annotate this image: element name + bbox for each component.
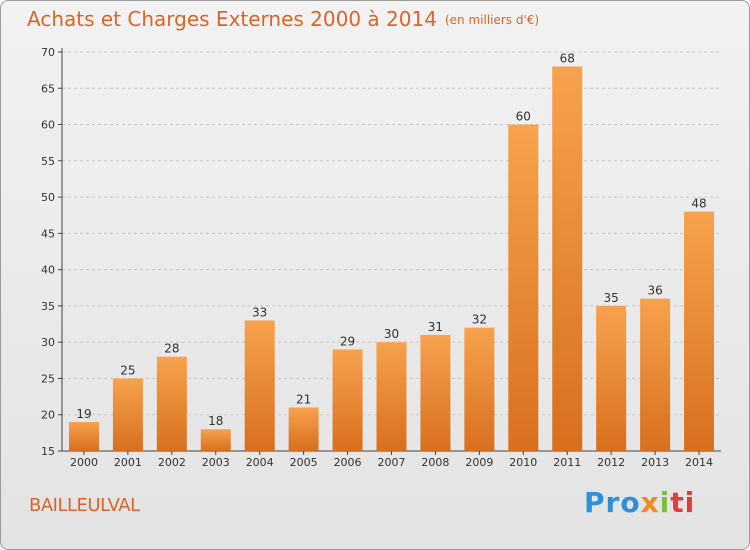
x-tick-label: 2003 <box>202 456 230 469</box>
data-label: 21 <box>296 392 311 406</box>
y-tick-label: 40 <box>41 264 55 277</box>
data-label: 68 <box>560 52 575 66</box>
bar <box>156 356 187 451</box>
data-label: 35 <box>604 291 619 305</box>
x-tick-label: 2008 <box>421 456 449 469</box>
proxiti-logo[interactable]: Proxiti <box>584 486 695 519</box>
chart-title: Achats et Charges Externes 2000 à 2014 (e… <box>27 7 539 31</box>
bar <box>596 305 627 451</box>
x-tick-label: 2001 <box>114 456 142 469</box>
x-tick-label: 2002 <box>158 456 186 469</box>
x-tick-label: 2010 <box>509 456 537 469</box>
y-tick-label: 20 <box>41 409 55 422</box>
location-label: BAILLEULVAL <box>29 495 140 516</box>
y-tick-label: 30 <box>41 336 55 349</box>
y-tick-label: 45 <box>41 227 55 240</box>
bar <box>68 421 99 451</box>
logo-part-1: Pro <box>584 486 641 519</box>
data-label: 25 <box>120 363 135 377</box>
y-tick-label: 55 <box>41 155 55 168</box>
y-tick-label: 60 <box>41 119 55 132</box>
bar <box>376 342 407 451</box>
logo-part-2: x <box>640 486 660 519</box>
bar <box>684 211 715 451</box>
bar <box>508 124 539 451</box>
data-label: 19 <box>76 407 91 421</box>
x-tick-label: 2004 <box>246 456 274 469</box>
logo-part-4: ti <box>670 486 696 519</box>
y-tick-label: 35 <box>41 300 55 313</box>
data-label: 29 <box>340 334 355 348</box>
data-label: 18 <box>208 414 223 428</box>
data-label: 36 <box>647 284 662 298</box>
x-tick-label: 2014 <box>685 456 713 469</box>
labels: 19 2000 25 2001 28 2002 18 2003 33 2004 21 2005 29 20… <box>70 52 713 469</box>
axes: 15 20 25 30 35 40 45 50 55 60 65 70 <box>41 46 721 458</box>
data-label: 48 <box>691 197 706 211</box>
data-label: 32 <box>472 313 487 327</box>
bar <box>332 349 363 451</box>
x-tick-label: 2011 <box>553 456 581 469</box>
data-label: 33 <box>252 305 267 319</box>
x-tick-label: 2012 <box>597 456 625 469</box>
data-label: 60 <box>516 110 531 124</box>
chart-subtitle: (en milliers d'€) <box>444 13 540 27</box>
y-tick-label: 50 <box>41 191 55 204</box>
logo-part-3: i <box>659 486 671 519</box>
x-tick-label: 2007 <box>378 456 406 469</box>
x-tick-label: 2009 <box>465 456 493 469</box>
x-tick-label: 2013 <box>641 456 669 469</box>
y-tick-label: 70 <box>41 46 55 59</box>
bar <box>552 66 583 451</box>
y-tick-label: 15 <box>41 445 55 458</box>
bar <box>464 327 495 451</box>
y-tick-label: 65 <box>41 82 55 95</box>
data-label: 30 <box>384 327 399 341</box>
bar <box>200 429 231 451</box>
x-tick-label: 2006 <box>334 456 362 469</box>
bars <box>68 66 715 451</box>
y-tick-label: 25 <box>41 372 55 385</box>
bar <box>244 320 275 451</box>
x-tick-label: 2000 <box>70 456 98 469</box>
data-label: 31 <box>428 320 443 334</box>
chart-title-text: Achats et Charges Externes 2000 à 2014 <box>27 7 437 31</box>
bar <box>288 407 319 451</box>
x-tick-label: 2005 <box>290 456 318 469</box>
bar <box>420 334 451 451</box>
bar <box>112 378 143 451</box>
bar <box>640 298 671 451</box>
data-label: 28 <box>164 342 179 356</box>
